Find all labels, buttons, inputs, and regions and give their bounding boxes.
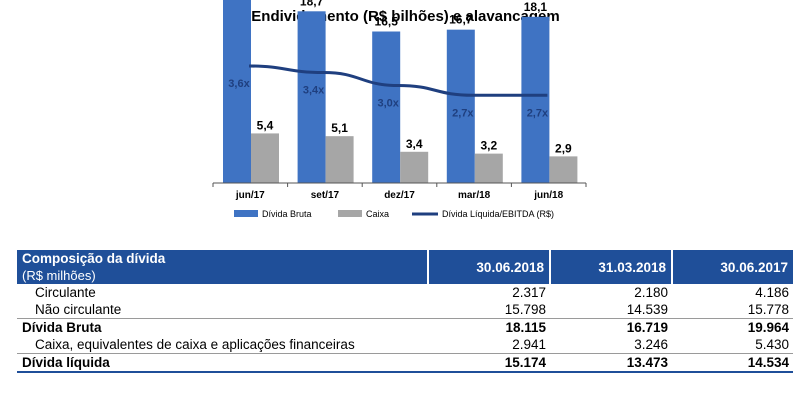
cell-value: 2.180 (634, 285, 668, 300)
data-label-divida-bruta: 16,7 (449, 13, 473, 27)
data-label-divida-liquida-ebitda: 2,7x (527, 107, 549, 119)
row-label: Dívida líquida (17, 353, 428, 373)
data-label-divida-bruta: 18,1 (524, 0, 548, 14)
column-header-date-1: 30.06.2018 (427, 250, 550, 284)
legend-label-caixa: Caixa (366, 209, 389, 219)
data-label-divida-liquida-ebitda: 3,4x (303, 85, 325, 97)
legend-label-divida-liquida-ebitda: Dívida Líquida/EBITDA (R$) (442, 209, 554, 219)
table-header-subtitle: (R$ milhões) (17, 267, 428, 284)
table-row: Dívida líquida 15.174 13.473 14.534 (17, 353, 793, 373)
bar-caixa (400, 151, 429, 183)
column-header-date-3: 30.06.2017 (671, 250, 793, 284)
cell-value: 14.534 (672, 353, 793, 373)
data-label-divida-bruta: 16,5 (375, 15, 399, 29)
cell-value: 15.174 (428, 353, 550, 373)
row-label: Dívida Bruta (17, 318, 428, 336)
cell-value: 18.115 (428, 318, 550, 336)
data-label-caixa: 5,1 (331, 121, 348, 135)
table-row: Não circulante 15.798 14.539 15.778 (17, 301, 793, 319)
legend-swatch-divida-bruta (234, 210, 258, 217)
column-header-date-2: 31.03.2018 (549, 250, 672, 284)
chart-area: 20,05,4jun/173,6x18,75,1set/173,4x16,53,… (212, 0, 587, 219)
bar-caixa (325, 136, 354, 183)
bar-caixa (251, 133, 279, 183)
data-label-caixa: 3,4 (406, 137, 423, 151)
bar-divida-bruta (446, 29, 475, 184)
row-label: Não circulante (35, 302, 122, 317)
data-label-divida-liquida-ebitda: 3,6x (228, 78, 250, 90)
cell-value: 13.473 (550, 353, 672, 373)
bar-divida-bruta (223, 0, 251, 184)
row-label: Circulante (35, 285, 96, 300)
bar-caixa (549, 156, 578, 183)
data-label-caixa: 2,9 (555, 141, 572, 155)
cell-value: 3.246 (634, 337, 668, 352)
x-tick-label: mar/18 (458, 190, 491, 201)
data-label-divida-liquida-ebitda: 3,0x (377, 98, 399, 110)
legend-swatch-caixa (338, 210, 362, 217)
data-label-divida-liquida-ebitda: 2,7x (452, 107, 474, 119)
bar-divida-bruta (372, 31, 401, 183)
x-tick-label: jun/17 (235, 190, 265, 201)
x-tick-label: jun/18 (533, 190, 563, 201)
chart-title: Endividamento (R$ bilhões) e alavancagem (251, 8, 560, 25)
table-row: Dívida Bruta 18.115 16.719 19.964 (17, 318, 793, 336)
table-header-title: Composição da dívida (17, 250, 428, 267)
x-tick-label: dez/17 (384, 190, 415, 201)
data-label-caixa: 5,4 (257, 118, 274, 132)
table-row: Circulante 2.317 2.180 4.186 (17, 284, 793, 301)
data-label-caixa: 3,2 (480, 139, 497, 153)
cell-value: 5.430 (755, 337, 789, 352)
cell-value: 2.941 (512, 337, 546, 352)
x-tick-label: set/17 (311, 190, 340, 201)
bar-caixa (474, 153, 503, 183)
bar-divida-bruta (521, 16, 550, 183)
cell-value: 16.719 (550, 318, 672, 336)
cell-value: 15.778 (747, 302, 789, 317)
bar-divida-bruta (297, 11, 326, 183)
cell-value: 15.798 (504, 302, 546, 317)
legend-label-divida-bruta: Dívida Bruta (262, 209, 312, 219)
data-label-divida-bruta: 18,7 (300, 0, 324, 8)
cell-value: 4.186 (755, 285, 789, 300)
debt-composition-table: Composição da dívida 30.06.2018 31.03.20… (17, 250, 793, 373)
cell-value: 2.317 (512, 285, 546, 300)
cell-value: 19.964 (672, 318, 793, 336)
line-divida-liquida-ebitda (248, 64, 548, 97)
row-label: Caixa, equivalentes de caixa e aplicaçõe… (35, 337, 355, 352)
table-row: Caixa, equivalentes de caixa e aplicaçõe… (17, 336, 793, 354)
cell-value: 14.539 (626, 302, 668, 317)
